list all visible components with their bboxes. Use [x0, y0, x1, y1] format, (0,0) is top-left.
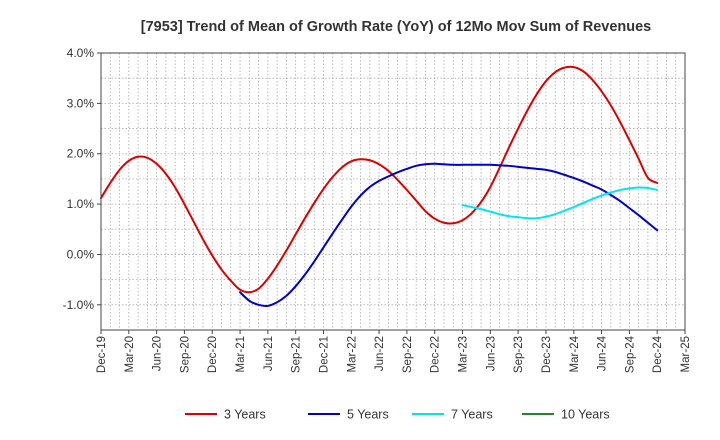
- y-tick-label: 3.0%: [67, 96, 95, 110]
- x-tick-label: Mar-20: [124, 336, 136, 372]
- series-line-5-years: [239, 162, 659, 307]
- x-tick-label: Sep-23: [513, 336, 525, 373]
- legend: 3 Years 5 Years 7 Years 10 Years: [185, 408, 610, 422]
- x-tick-label: Dec-22: [430, 336, 442, 373]
- x-tick-label: Dec-19: [96, 336, 108, 373]
- x-tick-label: Jun-24: [597, 335, 609, 371]
- legend-label-5-years: 5 Years: [347, 408, 389, 422]
- x-tick-label: Sep-24: [624, 335, 636, 373]
- plot-area-border: [100, 52, 686, 331]
- x-tick-label: Sep-21: [291, 336, 303, 373]
- x-tick-label: Mar-23: [458, 336, 470, 372]
- series-line-7-years: [461, 186, 659, 220]
- x-tick-label: Dec-20: [207, 336, 219, 373]
- series-line-3-years: [100, 65, 659, 294]
- y-tick-label: 2.0%: [67, 147, 95, 161]
- y-tick-label: 1.0%: [67, 197, 95, 211]
- legend-label-3-years: 3 Years: [224, 408, 266, 422]
- x-tick-label: Dec-21: [318, 336, 330, 373]
- y-tick-label: 4.0%: [67, 46, 95, 60]
- x-tick-label: Mar-21: [235, 336, 247, 372]
- legend-label-10-years: 10 Years: [561, 408, 610, 422]
- x-axis-ticks: Dec-19 Mar-20 Jun-20 Sep-20 Dec-20 Mar-21 Jun-…: [96, 330, 692, 373]
- y-axis-ticks: 4.0% 3.0% 2.0% 1.0% 0.0% -1.0%: [63, 46, 101, 312]
- y-tick-label: 0.0%: [67, 247, 95, 261]
- x-tick-label: Jun-22: [374, 336, 386, 371]
- x-tick-label: Sep-22: [402, 336, 414, 373]
- x-tick-label: Dec-24: [652, 335, 664, 373]
- x-tick-label: Mar-24: [569, 335, 581, 372]
- x-tick-label: Mar-25: [680, 336, 692, 372]
- chart-title: [7953] Trend of Mean of Growth Rate (YoY…: [141, 19, 652, 35]
- x-tick-label: Mar-22: [346, 336, 358, 372]
- y-tick-label: -1.0%: [63, 298, 95, 312]
- x-tick-label: Jun-20: [152, 336, 164, 371]
- x-tick-label: Jun-21: [263, 336, 275, 371]
- x-tick-label: Sep-20: [179, 336, 191, 373]
- x-tick-label: Dec-23: [541, 336, 553, 373]
- legend-label-7-years: 7 Years: [451, 408, 493, 422]
- grid: [101, 53, 685, 330]
- series-lines: [100, 65, 659, 307]
- x-tick-label: Jun-23: [485, 336, 497, 371]
